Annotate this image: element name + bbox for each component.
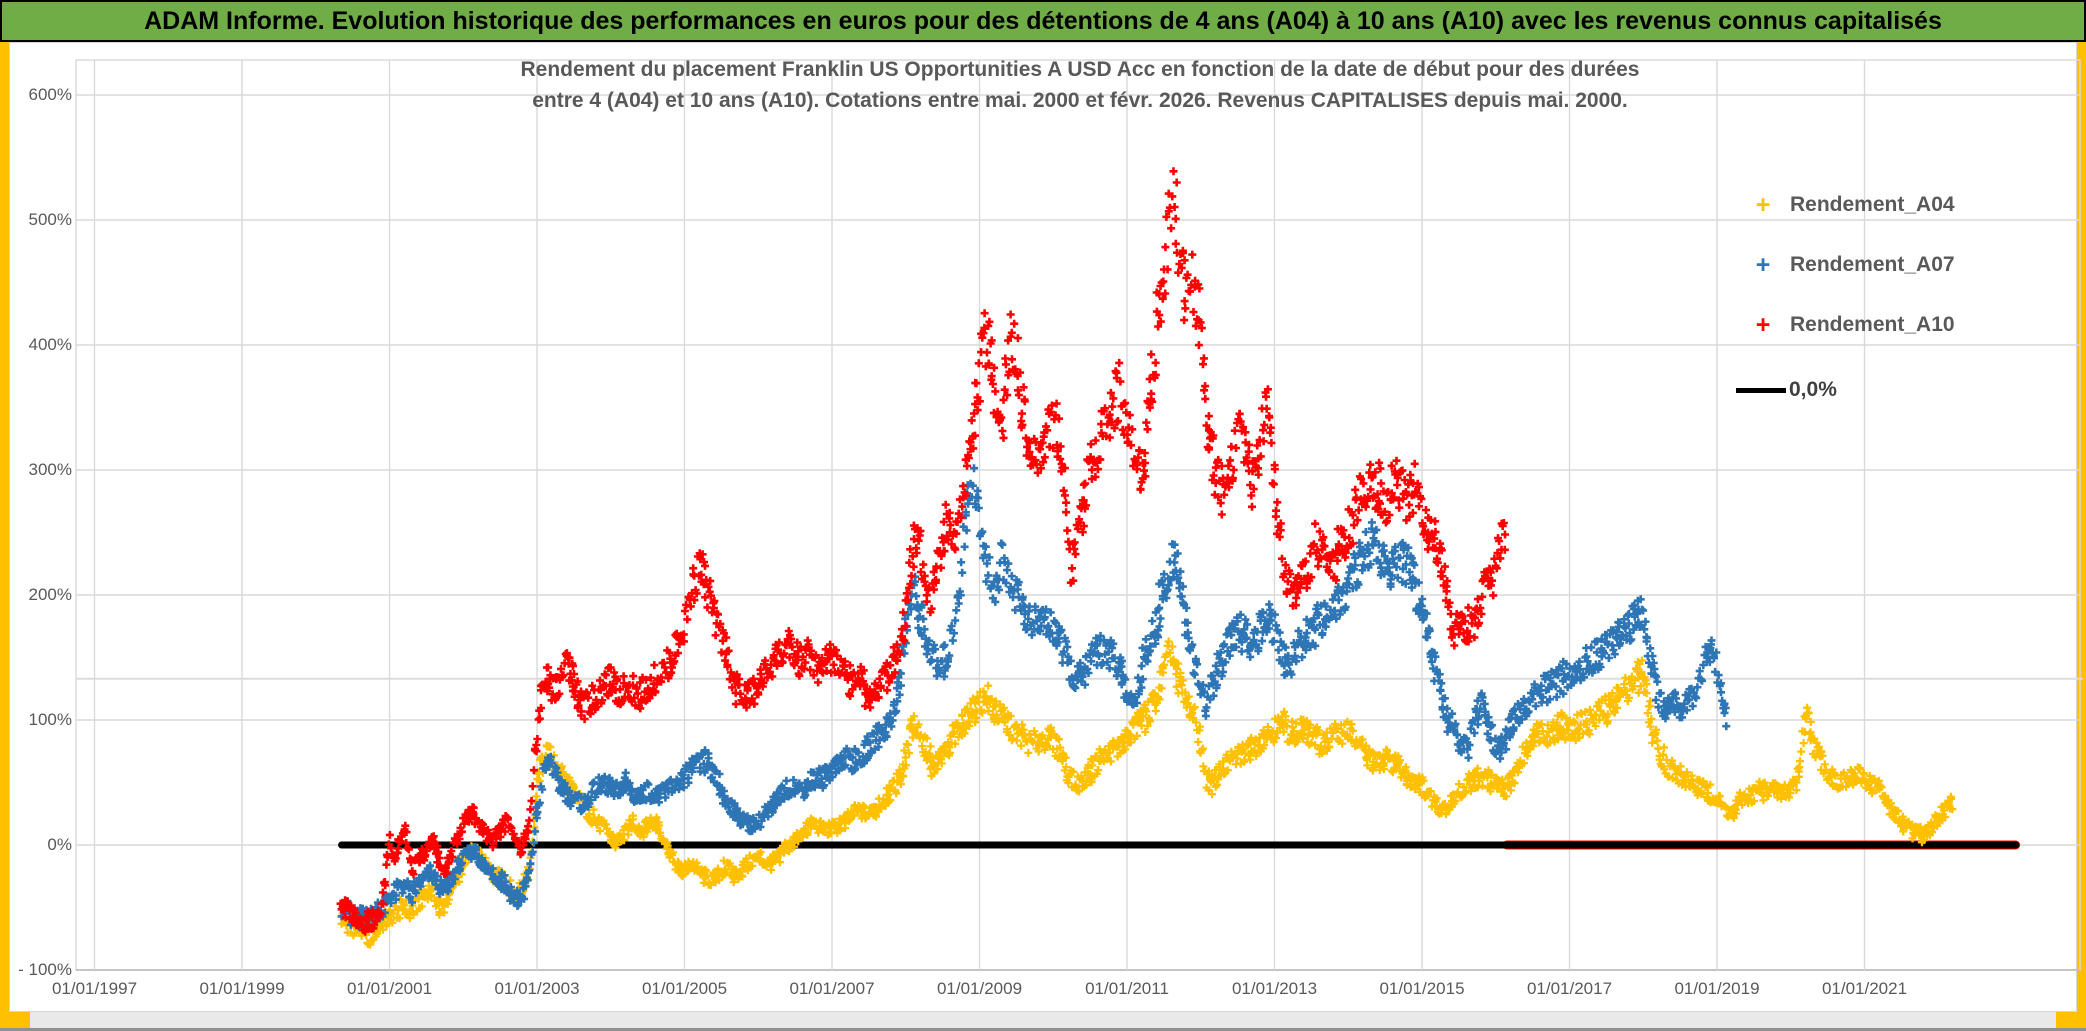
chart-area[interactable] [9,42,2077,1012]
bottom-gold-right [2056,1012,2086,1028]
title-banner: ADAM Informe. Evolution historique des p… [0,0,2086,42]
bottom-scrollbar-area [0,1012,2086,1031]
banner-title: ADAM Informe. Evolution historique des p… [144,6,1942,35]
left-gold-strip [0,42,9,1012]
plot-border [75,59,2081,971]
bottom-gold-left [0,1012,30,1028]
series-Rendement_A04 [337,637,1957,949]
series-Rendement_A10 [336,167,1509,936]
right-gold-strip [2077,42,2086,1012]
series-Rendement_A07 [337,464,1731,932]
